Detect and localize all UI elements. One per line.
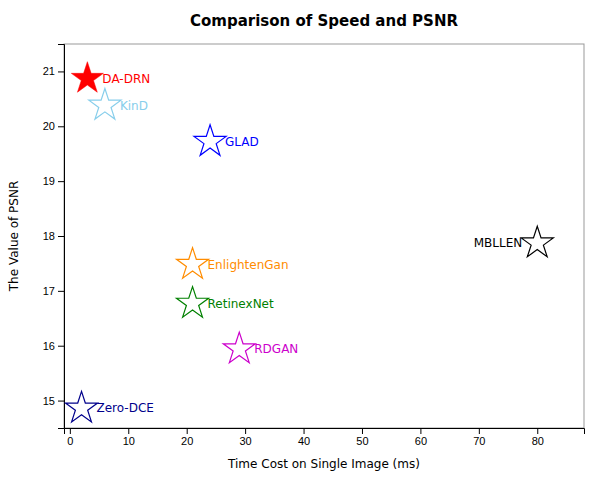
plot: 0 10 20 30 40 50 60 70 80 15 16 17 18 19 20 21 DA-DRN Kin… — [43, 44, 585, 447]
point-label: GLAD — [225, 135, 259, 149]
x-tick: 50 — [356, 428, 368, 447]
y-tick: 21 — [43, 65, 64, 77]
point — [89, 89, 121, 120]
points — [65, 62, 553, 422]
x-axis: 0 10 20 30 40 50 60 70 80 — [65, 428, 585, 447]
x-tick-mark — [128, 428, 129, 434]
y-tick: 16 — [43, 340, 64, 352]
point — [223, 332, 255, 363]
x-tick: 70 — [473, 428, 485, 447]
y-tick-label: 16 — [43, 340, 55, 352]
point-label: EnlightenGan — [208, 258, 289, 272]
point-label: RetinexNet — [208, 297, 274, 311]
y-axis-title: The Value of PSNR — [7, 181, 21, 292]
x-tick-mark — [362, 428, 363, 434]
x-tick: 40 — [298, 428, 310, 447]
x-tick-label: 70 — [473, 435, 485, 447]
y-tick-label: 21 — [43, 65, 55, 77]
point-label: DA-DRN — [102, 72, 150, 86]
y-tick-mark — [58, 126, 64, 127]
x-tick-label: 10 — [123, 435, 135, 447]
y-tick-mark — [58, 401, 64, 402]
y-tick: 19 — [43, 175, 64, 187]
x-tick-label: 40 — [298, 435, 310, 447]
x-tick: 30 — [239, 428, 251, 447]
point-labels: DA-DRN KinD GLAD EnlightenGan RetinexNet RDGA… — [97, 72, 523, 416]
x-axis-title: Time Cost on Single Image (ms) — [227, 457, 420, 471]
point — [521, 226, 553, 257]
y-tick: 15 — [43, 395, 64, 407]
y-tick: 20 — [43, 120, 64, 132]
x-tick: 0 — [67, 428, 73, 447]
point — [194, 125, 226, 156]
point-label: Zero-DCE — [97, 401, 154, 415]
x-axis-line — [65, 429, 585, 435]
y-axis-line — [58, 45, 65, 429]
point — [176, 248, 208, 279]
y-tick-label: 19 — [43, 175, 55, 187]
point — [176, 287, 208, 318]
title: Comparison of Speed and PSNR — [190, 12, 458, 30]
point-label: RDGAN — [254, 342, 298, 356]
x-tick: 60 — [415, 428, 427, 447]
y-tick-label: 17 — [43, 285, 55, 297]
x-tick-mark — [420, 428, 421, 434]
x-tick-label: 0 — [67, 435, 73, 447]
x-tick-label: 30 — [239, 435, 251, 447]
x-tick-mark — [304, 428, 305, 434]
point-label: MBLLEN — [474, 236, 523, 250]
y-tick-mark — [58, 236, 64, 237]
y-tick-label: 18 — [43, 230, 55, 242]
y-tick-mark — [58, 291, 64, 292]
y-tick: 17 — [43, 285, 64, 297]
x-tick-label: 20 — [181, 435, 193, 447]
x-tick: 80 — [532, 428, 544, 447]
y-tick-mark — [58, 346, 64, 347]
x-tick-mark — [187, 428, 188, 434]
x-tick-label: 80 — [532, 435, 544, 447]
point-label: KinD — [120, 99, 148, 113]
y-tick-label: 15 — [43, 395, 55, 407]
point — [65, 391, 97, 422]
x-tick-mark — [70, 428, 71, 434]
x-tick-label: 50 — [356, 435, 368, 447]
y-tick-label: 20 — [43, 120, 55, 132]
plot-frame — [64, 44, 584, 428]
chart: 0 10 20 30 40 50 60 70 80 15 16 17 18 19 20 21 DA-DRN Kin… — [0, 0, 604, 482]
x-tick-mark — [479, 428, 480, 434]
x-tick-mark — [537, 428, 538, 434]
x-tick: 10 — [123, 428, 135, 447]
x-tick: 20 — [181, 428, 193, 447]
y-tick-mark — [58, 71, 64, 72]
y-axis: 15 16 17 18 19 20 21 — [43, 45, 65, 429]
x-tick-label: 60 — [415, 435, 427, 447]
x-tick-mark — [245, 428, 246, 434]
y-tick: 18 — [43, 230, 64, 242]
point — [71, 62, 103, 93]
y-tick-mark — [58, 181, 64, 182]
